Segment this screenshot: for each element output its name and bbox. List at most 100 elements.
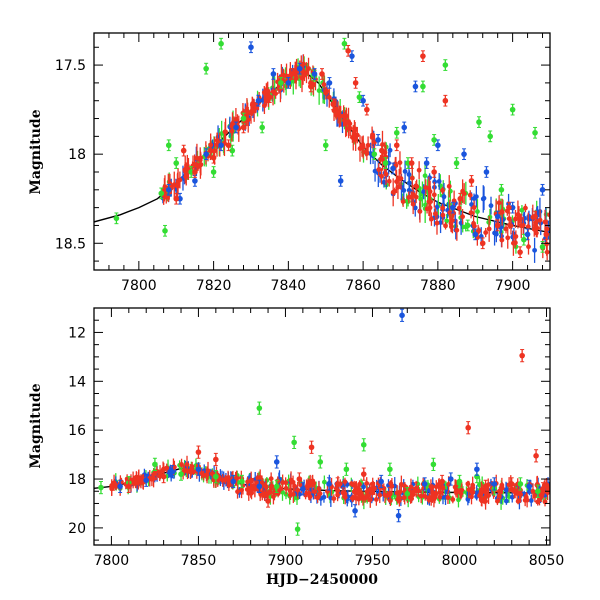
top-point-green: [203, 65, 209, 72]
top-point-red: [457, 195, 464, 202]
bottom-cloud-point-red: [408, 484, 414, 490]
bottom-cloud-point-blue: [297, 491, 303, 497]
top-cloud-point-red: [344, 120, 349, 126]
top-point-green: [162, 227, 168, 234]
bottom-cloud-point-red: [440, 485, 446, 491]
top-cloud-point-red: [429, 216, 434, 222]
top-point-green: [356, 94, 363, 100]
bottom-cloud-point-red: [398, 481, 404, 487]
bottom-cloud-point-red: [225, 475, 231, 481]
top-point-red: [379, 147, 385, 154]
bottom-point-blue: [526, 483, 532, 490]
bottom-cloud-point-red: [188, 468, 193, 474]
top-cloud-point-red: [513, 216, 518, 222]
top-cloud-point-blue: [387, 147, 393, 153]
top-cloud-point-red: [397, 160, 403, 166]
bottom-point-blue: [230, 478, 237, 485]
bottom-point-green: [404, 490, 411, 497]
top-point-red: [192, 169, 198, 175]
top-point-blue: [165, 187, 172, 193]
top-cloud-point-red: [526, 244, 531, 250]
bottom-cloud-point-red: [312, 489, 318, 495]
top-cloud-point-red: [363, 149, 369, 155]
bottom-point-green: [456, 478, 463, 485]
top-point-blue: [483, 169, 490, 175]
top-point-red: [494, 222, 501, 229]
top-cloud-point-red: [262, 103, 267, 109]
bottom-cloud-point-red: [267, 489, 273, 494]
bottom-point-green: [256, 405, 263, 411]
bottom-x-axis-label: HJD−2450000: [266, 572, 378, 588]
bottom-point-green: [387, 466, 393, 473]
top-plot-frame: [93, 32, 551, 271]
bottom-ytick-label: 20: [68, 521, 86, 537]
top-point-blue: [192, 178, 198, 184]
top-point-green: [165, 142, 172, 149]
bottom-point-red: [413, 486, 419, 492]
top-cloud-point-blue: [432, 179, 438, 185]
bottom-cloud-point-red: [499, 482, 505, 488]
bottom-cloud-point-red: [465, 481, 471, 487]
top-point-red: [225, 142, 232, 149]
top-cloud-point-red: [360, 144, 366, 150]
top-point-blue: [360, 97, 366, 104]
top-point-green: [539, 244, 546, 250]
bottom-point-red: [508, 481, 515, 487]
top-point-green: [210, 169, 217, 175]
top-point-red: [240, 124, 247, 131]
bottom-cloud-point-red: [479, 487, 484, 493]
top-cloud-point-green: [519, 207, 525, 213]
bottom-cloud-point-red: [450, 497, 456, 502]
bottom-cloud-point-red: [109, 484, 115, 490]
bottom-point-red: [334, 481, 341, 487]
bottom-cloud-point-red: [377, 492, 383, 498]
top-point-blue: [349, 53, 355, 59]
top-cloud-point-red: [503, 226, 509, 232]
bottom-point-green: [291, 439, 297, 446]
bottom-point-blue: [256, 483, 263, 490]
top-point-red: [408, 160, 415, 166]
top-point-blue: [296, 65, 303, 72]
bottom-cloud-point-red: [157, 469, 163, 475]
bottom-cloud-point-blue: [509, 494, 515, 500]
top-point-blue: [255, 97, 262, 104]
top-point-blue: [401, 124, 408, 131]
bottom-cloud-point-red: [522, 497, 528, 503]
top-cloud-point-blue: [406, 187, 412, 193]
top-cloud-point-red: [506, 216, 512, 222]
top-point-red: [364, 106, 370, 113]
bottom-cloud-point-red: [357, 481, 362, 487]
bottom-cloud-point-red: [288, 477, 294, 483]
bottom-point-blue: [195, 466, 202, 473]
bottom-cloud-point-red: [151, 476, 157, 481]
top-cloud-point-red: [467, 192, 473, 198]
top-point-red: [319, 71, 325, 77]
bottom-point-blue: [447, 476, 454, 482]
bottom-points-layer: [98, 308, 550, 536]
top-cloud-point-blue: [481, 195, 487, 201]
top-point-red: [266, 94, 273, 100]
bottom-plot-frame: [93, 307, 551, 546]
bottom-cloud-point-red: [182, 467, 187, 473]
bottom-cloud-point-red: [518, 492, 523, 497]
bottom-cloud-point-red: [331, 496, 337, 502]
bottom-point-blue: [352, 507, 358, 514]
bottom-cloud-point-red: [111, 480, 117, 486]
top-cloud-point-green: [487, 214, 493, 220]
top-point-green: [113, 215, 120, 222]
top-point-blue: [375, 137, 381, 143]
bottom-cloud-point-red: [429, 485, 435, 490]
bottom-cloud-point-red: [351, 489, 357, 495]
top-point-green: [259, 124, 265, 131]
top-point-red: [543, 231, 550, 238]
bottom-cloud-point-red: [204, 472, 210, 478]
top-point-red: [517, 249, 523, 255]
top-cloud-point-red: [365, 142, 371, 148]
bottom-cloud-point-red: [342, 479, 348, 485]
top-ticks: 7800 7820 7840 7860 7880 7900 17.5 18 18.5: [55, 33, 550, 294]
top-cloud-point-green: [475, 209, 480, 214]
bottom-cloud-point-red: [342, 491, 348, 497]
top-cloud-point-red: [516, 213, 522, 219]
top-point-green: [464, 222, 471, 229]
